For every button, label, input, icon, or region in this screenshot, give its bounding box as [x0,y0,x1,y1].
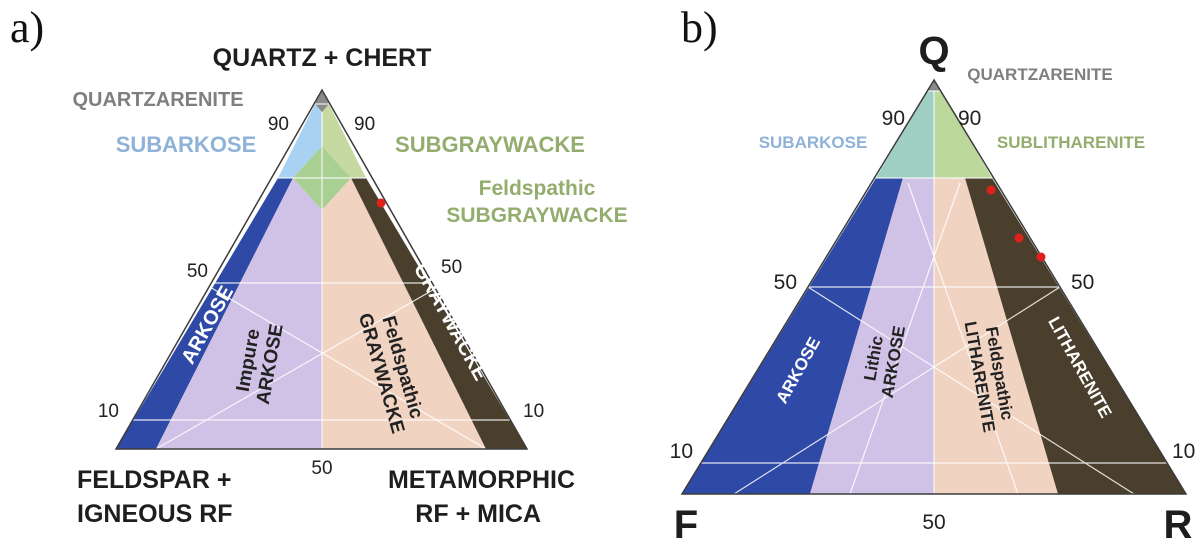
panel-b: b) Q QUARTZARENITE SUBARKOSE [670,3,1196,540]
panel-b-tick-left-50: 50 [774,271,797,294]
panel-a: a) QUARTZ + CHERT QUARTZARENITE SUBARKOS… [10,3,628,528]
panel-a-tick-bottom-50: 50 [311,458,332,479]
panel-b-field-feldspathic-litharenite [934,178,1058,494]
panel-a-field-subgraywacke [322,104,366,178]
panel-b-sample-point-3 [1036,252,1046,262]
panel-a-apex-metamorphic-1: METAMORPHIC [388,466,575,494]
panel-b-field-quartzarenite [927,80,941,91]
panel-a-apex-feldspar-2: IGNEOUS RF [77,500,233,528]
panel-b-apex-q: Q [918,29,949,73]
panel-a-gridlines [131,103,513,450]
panel-a-label-feldspathic-subgraywacke-1: Feldspathic [479,177,596,200]
panel-b-apex-f: F [674,503,698,540]
panel-a-label-subgraywacke: SUBGRAYWACKE [395,132,585,157]
panel-a-label-subarkose: SUBARKOSE [116,132,257,157]
panel-a-sample-point [376,198,386,208]
panel-b-gridlines [700,90,1168,495]
panel-b-sample-point-2 [1014,233,1024,243]
panel-a-field-feldspathic-graywacke [322,178,486,449]
panel-b-label-sublitharenite: SUBLITHARENITE [997,133,1145,152]
panel-a-field-quartzarenite [315,90,329,112]
panel-a-apex-feldspar-1: FELDSPAR + [77,466,231,494]
panel-a-field-arkose [116,178,293,449]
panel-b-tick-bottom-50: 50 [922,511,945,534]
panel-a-field-graywacke [351,178,527,449]
panel-a-tick-left-50: 50 [187,261,208,282]
panel-b-sample-point-1 [986,185,996,195]
panel-b-triangle-outline [680,78,1188,495]
panel-b-field-sublitharenite [934,91,992,178]
panel-a-label-feldspathic-subgraywacke-2: SUBGRAYWACKE [446,204,627,227]
panel-b-tick-right-90: 90 [958,107,981,130]
panel-a-label-quartzarenite: QUARTZARENITE [72,89,243,111]
panel-a-tick-left-90: 90 [268,114,289,135]
panel-a-label: a) [10,3,44,52]
panel-b-label-quartzarenite: QUARTZARENITE [967,65,1112,84]
panel-b-tick-left-90: 90 [882,107,905,130]
panel-b-tick-right-10: 10 [1172,440,1195,463]
panel-a-tick-right-10: 10 [523,401,544,422]
panel-b-label-subarkose: SUBARKOSE [759,133,868,152]
panel-b-field-lithic-arkose [810,178,934,494]
panel-b-field-subarkose [876,91,934,178]
panel-b-field-arkose [682,178,903,494]
panel-a-tick-right-90: 90 [354,114,375,135]
panel-b-tick-right-50: 50 [1071,271,1094,294]
panel-a-tick-right-50: 50 [441,257,462,278]
panel-a-apex-metamorphic-2: RF + MICA [415,500,541,528]
panel-a-tick-left-10: 10 [98,401,119,422]
panel-a-apex-quartz-chert: QUARTZ + CHERT [213,44,432,72]
panel-b-field-litharenite [965,178,1186,494]
panel-b-label: b) [681,3,718,52]
panel-a-field-subarkose [278,104,322,178]
panel-b-tick-left-10: 10 [670,440,693,463]
panel-a-triangle-outline [114,88,529,450]
panel-b-apex-r: R [1164,503,1193,540]
panel-a-field-impure-arkose [156,178,322,449]
